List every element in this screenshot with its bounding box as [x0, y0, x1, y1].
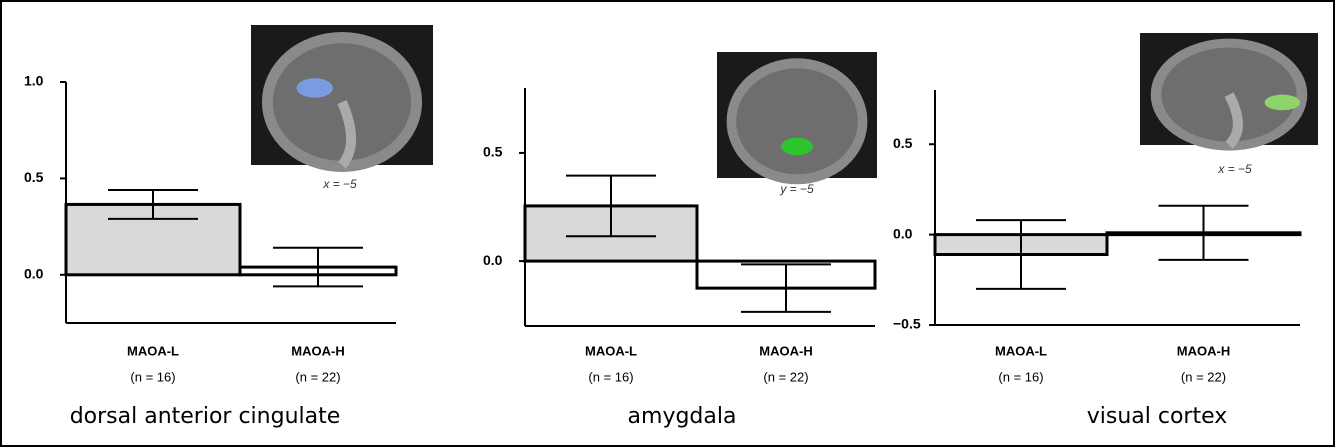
roi [1264, 94, 1301, 111]
sample-size: (n = 16) [588, 369, 633, 384]
panel-title: visual cortex [1087, 404, 1228, 429]
sample-size: (n = 22) [295, 369, 340, 384]
image-caption: x = −5 [322, 177, 357, 191]
y-tick-label: 0.0 [24, 266, 44, 282]
roi [296, 78, 333, 98]
sample-size: (n = 22) [1181, 369, 1226, 384]
x-tick-label: MAOA-L [127, 343, 179, 358]
y-tick-label: 0.5 [483, 144, 503, 160]
x-tick-label: MAOA-L [585, 343, 637, 358]
y-tick-label: 0.5 [24, 169, 44, 185]
sample-size: (n = 16) [130, 369, 175, 384]
y-tick-label: 0.0 [483, 252, 503, 268]
brainstem [1224, 92, 1243, 149]
y-tick-label: 0.0 [893, 225, 913, 241]
sample-size: (n = 16) [998, 369, 1043, 384]
panel-title: dorsal anterior cingulate [70, 404, 341, 429]
brain-tissue [736, 68, 858, 175]
y-tick-label: 0.5 [893, 135, 913, 151]
image-caption: y = −5 [779, 182, 814, 196]
x-tick-label: MAOA-L [995, 343, 1047, 358]
x-tick-label: MAOA-H [1177, 343, 1230, 358]
y-tick-label: −0.5 [893, 316, 921, 332]
roi [781, 137, 813, 156]
brainstem [337, 100, 356, 169]
x-tick-label: MAOA-H [291, 343, 344, 358]
sample-size: (n = 22) [763, 369, 808, 384]
image-caption: x = −5 [1217, 162, 1252, 176]
x-tick-label: MAOA-H [759, 343, 812, 358]
y-tick-label: 1.0 [24, 73, 44, 89]
panel-title: amygdala [628, 404, 737, 429]
